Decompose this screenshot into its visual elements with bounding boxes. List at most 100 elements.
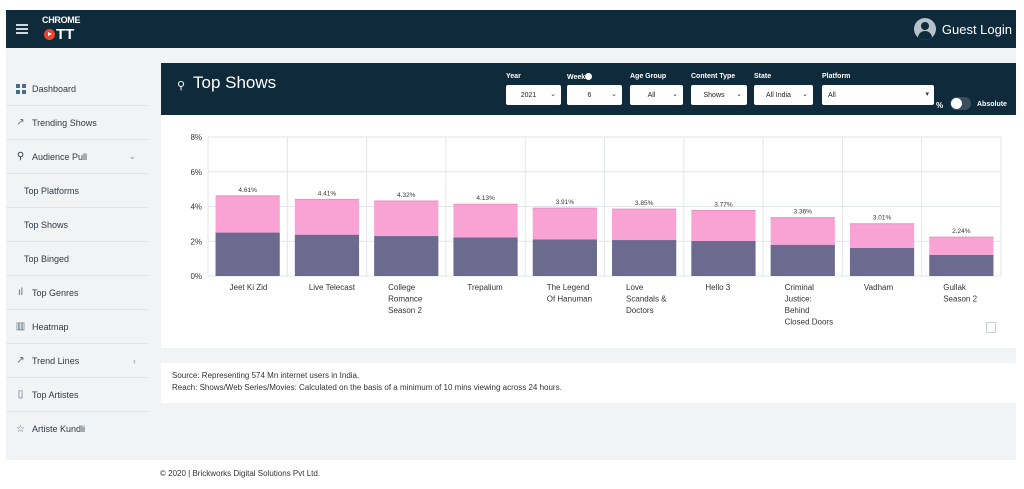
data-label: 3.01%: [873, 215, 892, 222]
x-tick-label: Gullak Season 2: [943, 283, 977, 304]
caret-down-icon: ▾: [925, 91, 929, 98]
app-frame: CHROME TT Guest Login Dashboard ↗ Trendi…: [6, 10, 1016, 488]
sidebar-item-trend-lines[interactable]: ↗ Trend Lines ‹: [6, 344, 148, 378]
state-select[interactable]: All India ⌄: [754, 85, 813, 105]
platform-select[interactable]: All ▾: [822, 85, 934, 105]
absolute-label: Absolute: [977, 101, 1007, 108]
x-tick-label: Love Scandals & Doctors: [626, 283, 667, 315]
user-menu[interactable]: Guest Login: [913, 18, 1012, 40]
chevron-down-icon: ⌄: [550, 91, 556, 98]
grid-icon: [15, 83, 26, 94]
trend-lines-icon: ↗: [16, 355, 25, 366]
filter-label: Year: [506, 73, 521, 80]
x-tick-label-line: Gullak: [943, 283, 967, 292]
sidebar-item-dashboard[interactable]: Dashboard: [6, 72, 148, 106]
x-tick-label-line: Season 2: [388, 306, 422, 315]
sidebar-item-top-genres[interactable]: ıl Top Genres: [6, 276, 148, 310]
content-type-filter: Content Type Shows ⌄: [691, 73, 747, 105]
sidebar-item-trending-shows[interactable]: ↗ Trending Shows: [6, 106, 148, 140]
content-type-value: Shows: [703, 91, 725, 99]
bar-segment-lower: [612, 240, 677, 276]
sidebar-item-label: Top Genres: [32, 287, 79, 298]
bar-segment-lower: [453, 237, 518, 276]
x-tick-label-line: The Legend: [547, 283, 590, 292]
bar-segment-upper: [849, 223, 915, 248]
age-group-value: All: [647, 91, 656, 99]
x-tick-label-line: Criminal: [785, 283, 815, 292]
x-tick-label-line: Of Hanuman: [547, 295, 592, 304]
bar-segment-upper: [294, 199, 360, 235]
year-select[interactable]: 2021 ⌄: [506, 85, 561, 105]
sidebar-item-top-platforms[interactable]: Top Platforms: [6, 174, 148, 208]
bar-segment-upper: [612, 209, 677, 241]
x-tick-label-line: Behind: [785, 306, 810, 315]
x-tick-label: Trepalium: [467, 283, 503, 292]
age-group-select[interactable]: All ⌄: [630, 85, 683, 105]
data-label: 3.36%: [794, 209, 813, 216]
platform-filter: Platform All ▾: [822, 73, 934, 105]
sidebar: Dashboard ↗ Trending Shows ⚲ Audience Pu…: [6, 72, 148, 462]
logo-bottom-text: TT: [56, 26, 75, 43]
export-icon[interactable]: [986, 322, 996, 333]
page-header: ⚲ Top Shows Year 2021 ⌄ Week 6 ⌄ Age Group…: [161, 63, 1016, 115]
week-value: 6: [587, 91, 592, 99]
data-label: 4.13%: [476, 195, 495, 202]
heatmap-icon: ▥: [15, 321, 26, 332]
chevron-down-icon: ⌄: [611, 91, 617, 98]
info-icon[interactable]: [585, 73, 593, 80]
play-logo-icon: [44, 29, 55, 40]
data-label: 4.41%: [318, 190, 337, 197]
x-tick-label-line: Jeet Ki Zid: [230, 283, 268, 292]
data-label: 4.61%: [238, 187, 257, 194]
footer: © 2020 | Brickworks Digital Solutions Pv…: [6, 460, 1016, 488]
x-tick-label-line: Trepalium: [467, 283, 503, 292]
x-tick-label-line: Romance: [388, 295, 423, 304]
bar-chart-icon: ıl: [18, 287, 23, 298]
x-tick-label-line: Love: [626, 283, 644, 292]
bar-segment-lower: [374, 236, 439, 276]
sidebar-item-label: Trending Shows: [32, 117, 97, 128]
bar-segment-lower: [929, 254, 994, 276]
x-tick-label-line: Season 2: [943, 295, 977, 304]
bar-segment-lower: [849, 247, 915, 276]
sidebar-item-label: Artiste Kundli: [32, 424, 86, 434]
bar-segment-lower: [532, 239, 597, 276]
sidebar-item-audience-pull[interactable]: ⚲ Audience Pull ⌄: [6, 140, 148, 174]
source-line: Source: Representing 574 Mn internet use…: [172, 371, 360, 380]
hamburger-menu-icon[interactable]: [16, 24, 28, 34]
year-value: 2021: [520, 91, 537, 99]
content-type-select[interactable]: Shows ⌄: [691, 85, 747, 105]
bar-segment-lower: [770, 244, 835, 276]
chevron-down-icon: ⌄: [672, 91, 678, 98]
sidebar-item-label: Top Artistes: [32, 389, 79, 400]
filter-label: Week: [567, 73, 622, 83]
filter-label: State: [754, 73, 772, 80]
data-label: 3.91%: [556, 199, 575, 206]
sidebar-item-top-binged[interactable]: Top Binged: [6, 242, 148, 276]
sidebar-item-label: Dashboard: [32, 83, 77, 94]
bar-segment-upper: [532, 208, 597, 240]
sidebar-item-heatmap[interactable]: ▥ Heatmap: [6, 310, 148, 344]
chevron-down-icon: ⌄: [736, 91, 742, 98]
data-label: 4.32%: [397, 192, 416, 199]
logo-bottom: TT: [44, 26, 74, 43]
x-tick-label: College Romance Season 2: [388, 283, 423, 315]
sidebar-item-label: Trend Lines: [32, 355, 80, 366]
absolute-toggle[interactable]: [950, 97, 971, 110]
audience-icon: ⚲: [177, 80, 186, 92]
x-tick-label: The Legend Of Hanuman: [547, 283, 592, 304]
logo[interactable]: CHROME TT: [42, 15, 82, 43]
filter-label: Platform: [822, 73, 851, 80]
x-tick-label-line: College: [388, 283, 416, 292]
week-select[interactable]: 6 ⌄: [567, 85, 622, 105]
bar-segment-upper: [374, 200, 439, 237]
filter-label: Content Type: [691, 73, 736, 80]
state-value: All India: [766, 91, 791, 99]
bar-segment-lower: [691, 240, 756, 276]
x-tick-label-line: Scandals &: [626, 295, 667, 304]
audience-icon: ⚲: [16, 151, 25, 162]
sidebar-item-top-artistes[interactable]: ▯ Top Artistes: [6, 378, 148, 412]
sidebar-item-artiste-kundli[interactable]: ☆ Artiste Kundli: [6, 412, 148, 446]
top-bar: CHROME TT Guest Login: [6, 10, 1016, 48]
sidebar-item-top-shows[interactable]: Top Shows: [6, 208, 148, 242]
